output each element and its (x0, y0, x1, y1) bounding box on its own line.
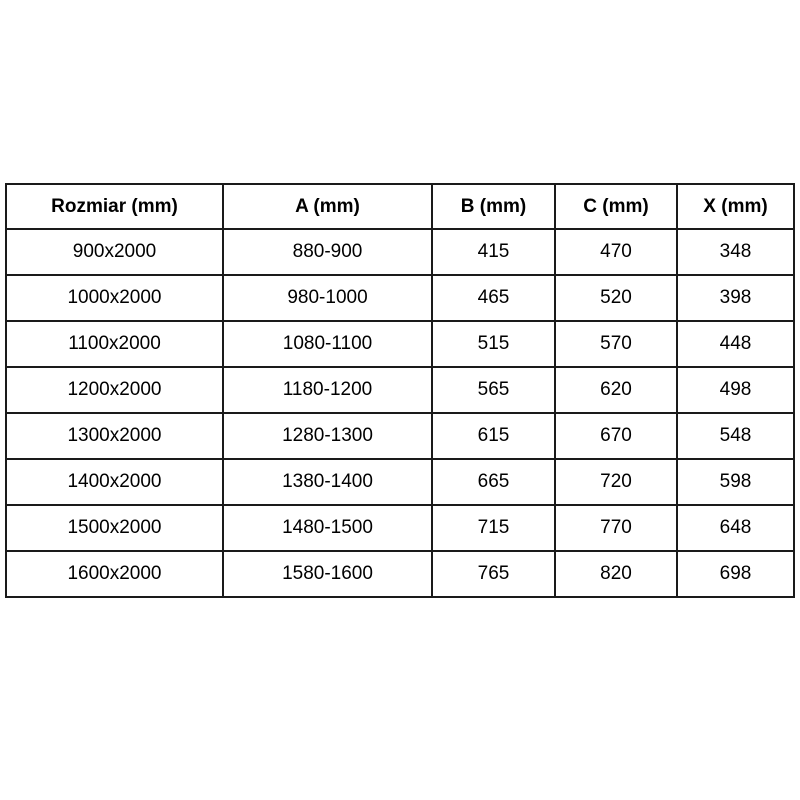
table-row: 1300x2000 1280-1300 615 670 548 (5, 412, 795, 460)
table-row: 1200x2000 1180-1200 565 620 498 (5, 366, 795, 414)
cell-c: 520 (554, 274, 678, 322)
header-row: Rozmiar (mm) A (mm) B (mm) C (mm) X (mm) (5, 183, 795, 230)
cell-x: 598 (676, 458, 795, 506)
cell-x: 548 (676, 412, 795, 460)
cell-b: 665 (431, 458, 556, 506)
cell-rozmiar: 1200x2000 (5, 366, 224, 414)
cell-x: 348 (676, 228, 795, 276)
cell-rozmiar: 1300x2000 (5, 412, 224, 460)
column-header-x: X (mm) (676, 183, 795, 230)
table-row: 1500x2000 1480-1500 715 770 648 (5, 504, 795, 552)
column-header-b: B (mm) (431, 183, 556, 230)
cell-c: 720 (554, 458, 678, 506)
size-spec-table-container: Rozmiar (mm) A (mm) B (mm) C (mm) X (mm)… (5, 183, 795, 598)
cell-a: 1180-1200 (222, 366, 433, 414)
cell-b: 465 (431, 274, 556, 322)
cell-rozmiar: 1000x2000 (5, 274, 224, 322)
cell-c: 620 (554, 366, 678, 414)
cell-x: 498 (676, 366, 795, 414)
cell-rozmiar: 900x2000 (5, 228, 224, 276)
column-header-rozmiar: Rozmiar (mm) (5, 183, 224, 230)
cell-a: 1580-1600 (222, 550, 433, 598)
cell-a: 880-900 (222, 228, 433, 276)
cell-c: 670 (554, 412, 678, 460)
cell-a: 1280-1300 (222, 412, 433, 460)
cell-x: 698 (676, 550, 795, 598)
cell-rozmiar: 1500x2000 (5, 504, 224, 552)
table-row: 1000x2000 980-1000 465 520 398 (5, 274, 795, 322)
cell-rozmiar: 1600x2000 (5, 550, 224, 598)
cell-c: 470 (554, 228, 678, 276)
cell-c: 770 (554, 504, 678, 552)
cell-a: 1480-1500 (222, 504, 433, 552)
column-header-c: C (mm) (554, 183, 678, 230)
table-row: 1100x2000 1080-1100 515 570 448 (5, 320, 795, 368)
cell-b: 515 (431, 320, 556, 368)
cell-a: 980-1000 (222, 274, 433, 322)
size-spec-table: Rozmiar (mm) A (mm) B (mm) C (mm) X (mm)… (5, 183, 795, 598)
cell-b: 565 (431, 366, 556, 414)
cell-x: 648 (676, 504, 795, 552)
cell-x: 398 (676, 274, 795, 322)
column-header-a: A (mm) (222, 183, 433, 230)
table-row: 1600x2000 1580-1600 765 820 698 (5, 550, 795, 598)
cell-b: 615 (431, 412, 556, 460)
cell-b: 715 (431, 504, 556, 552)
cell-c: 820 (554, 550, 678, 598)
cell-b: 765 (431, 550, 556, 598)
table-row: 900x2000 880-900 415 470 348 (5, 228, 795, 276)
cell-c: 570 (554, 320, 678, 368)
cell-rozmiar: 1400x2000 (5, 458, 224, 506)
table-row: 1400x2000 1380-1400 665 720 598 (5, 458, 795, 506)
cell-rozmiar: 1100x2000 (5, 320, 224, 368)
cell-b: 415 (431, 228, 556, 276)
cell-x: 448 (676, 320, 795, 368)
cell-a: 1080-1100 (222, 320, 433, 368)
cell-a: 1380-1400 (222, 458, 433, 506)
